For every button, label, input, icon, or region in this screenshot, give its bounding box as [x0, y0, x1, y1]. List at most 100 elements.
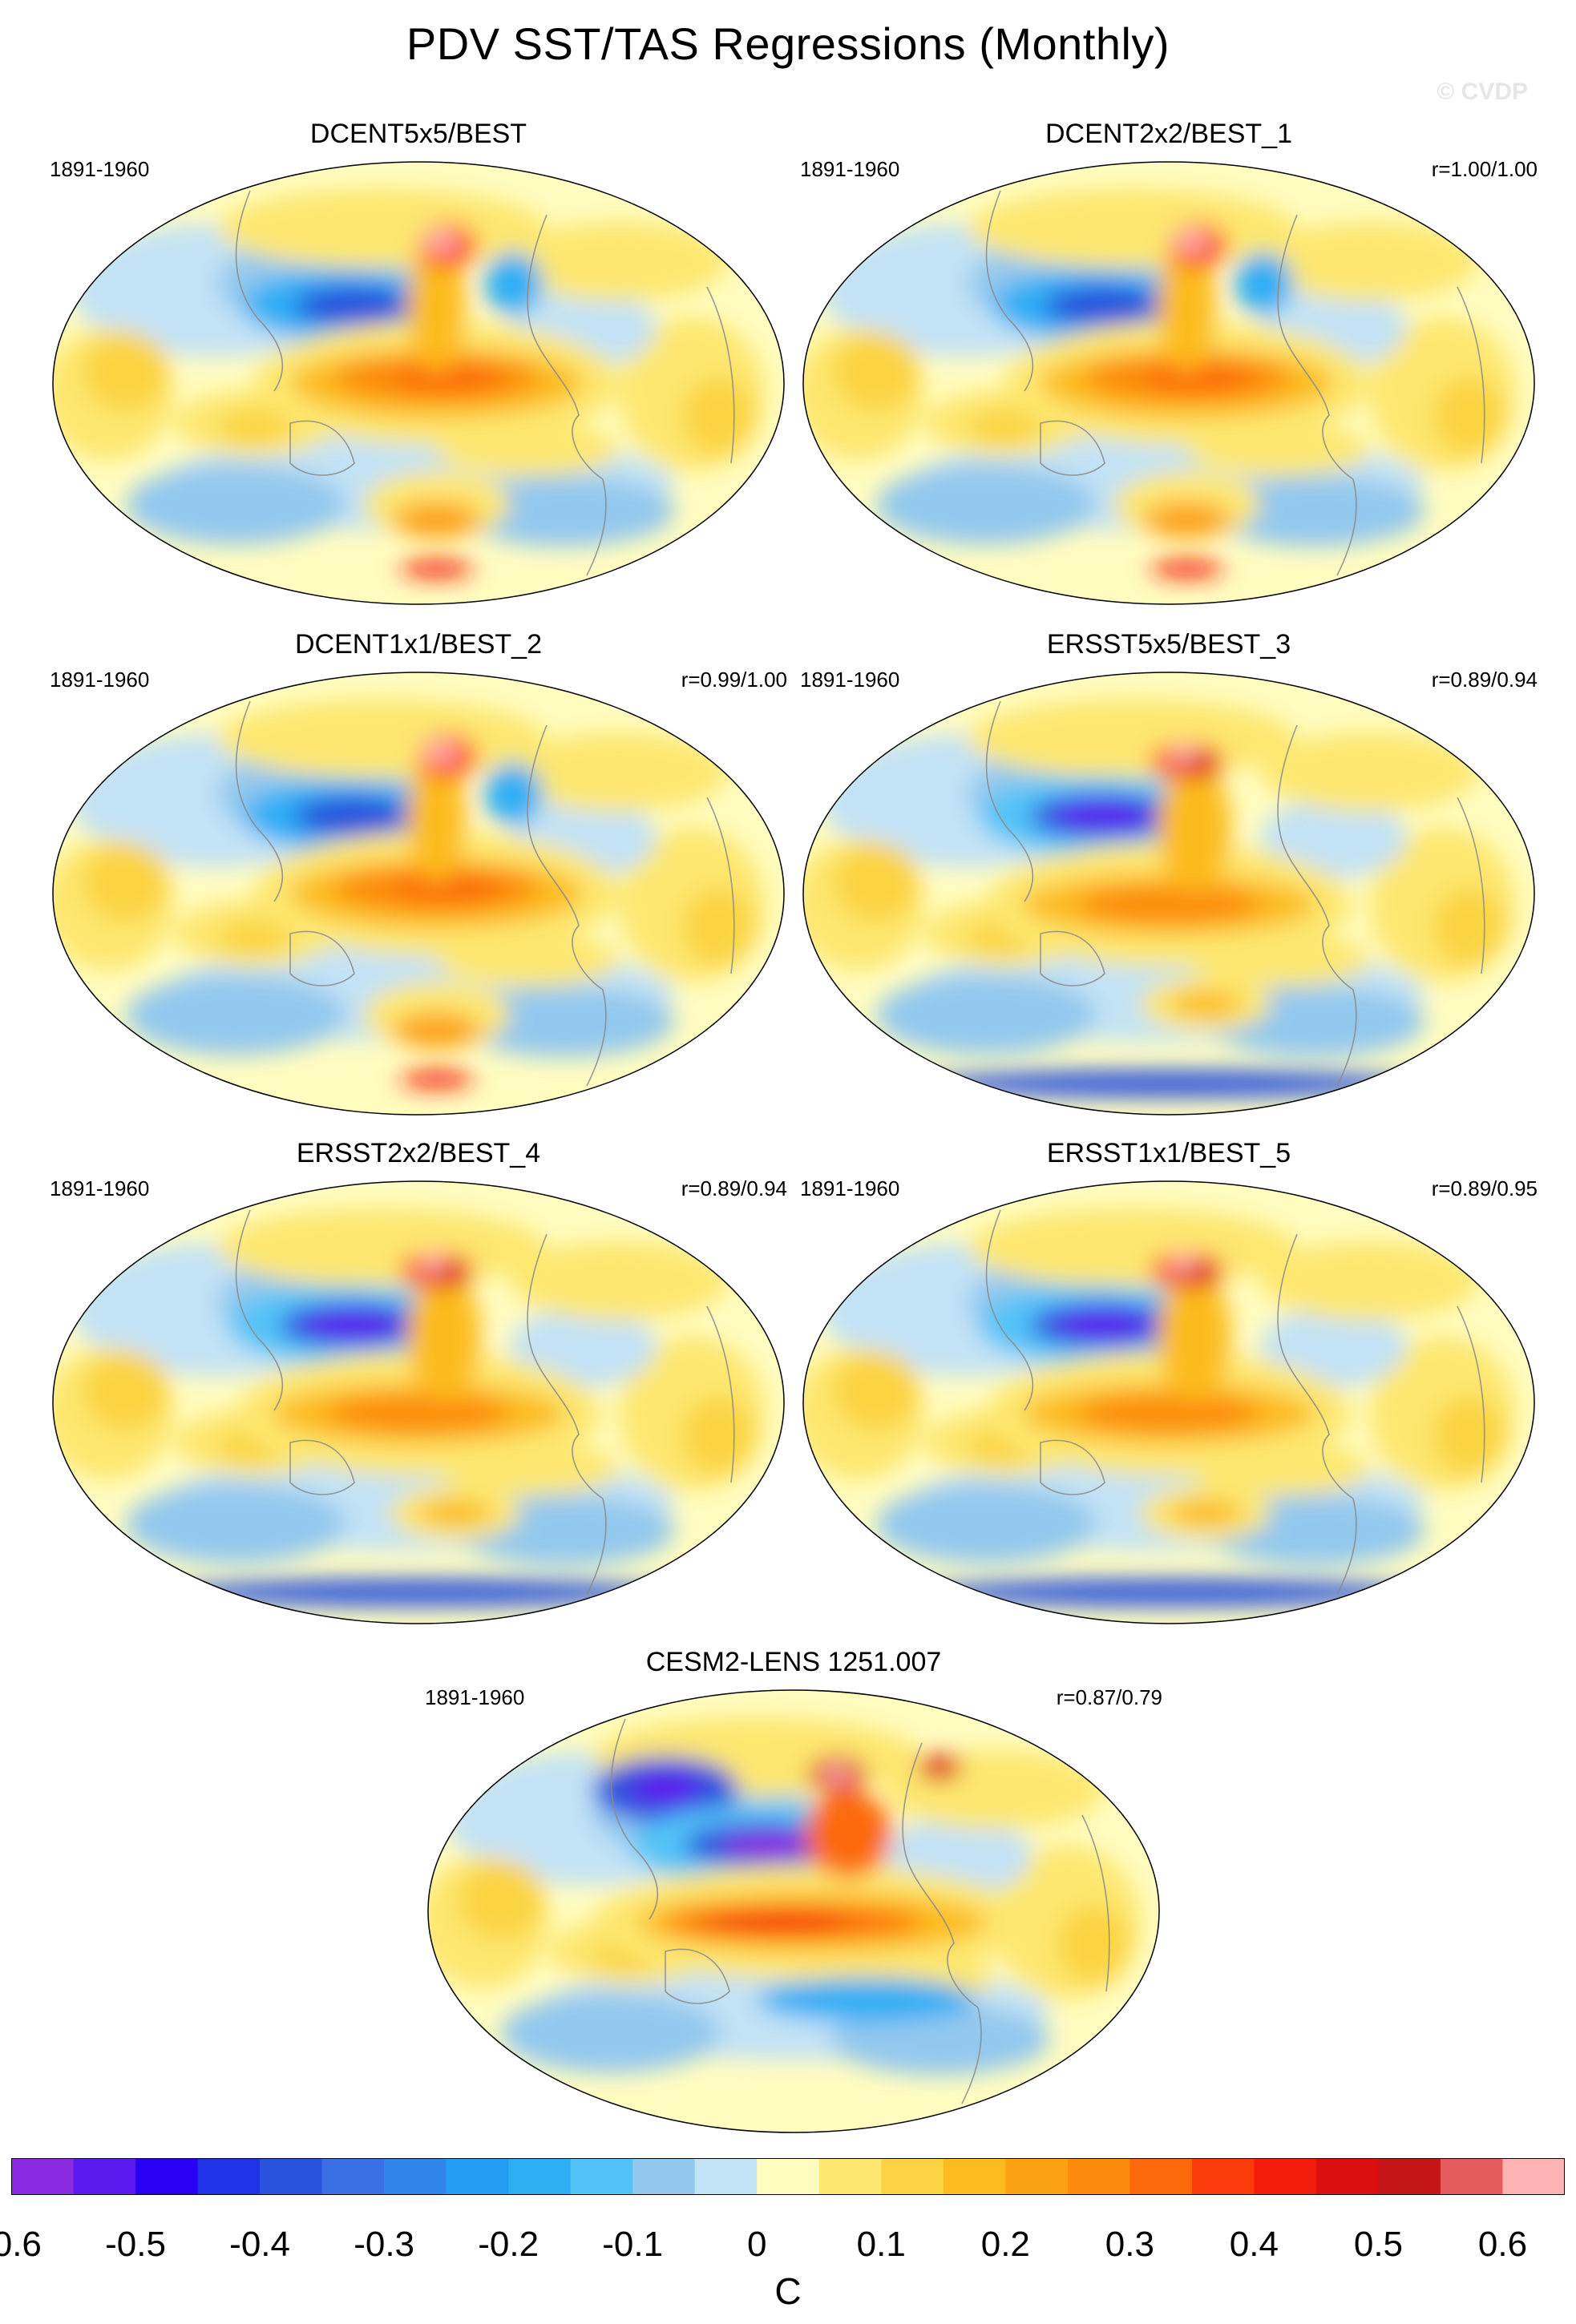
anomaly-region	[681, 376, 755, 457]
watermark: © CVDP	[1437, 79, 1528, 105]
coastline	[1457, 1305, 1485, 1483]
anomaly-region	[681, 886, 755, 967]
anomaly-region	[293, 285, 411, 326]
coastline	[706, 797, 735, 974]
anomaly-region	[1052, 1309, 1154, 1341]
coastline	[1457, 286, 1485, 464]
period-label: 1891-1960	[800, 157, 900, 181]
coastline	[985, 190, 1034, 392]
correlation-label: r=0.87/0.79	[1056, 1685, 1162, 1709]
panel-title: DCENT1x1/BEST_2	[295, 629, 542, 660]
anomaly-region	[418, 1254, 448, 1273]
anomaly-region	[1169, 1254, 1198, 1273]
colorbar-box	[1191, 2158, 1255, 2195]
anomaly-region	[82, 332, 170, 412]
anomaly-region	[1044, 285, 1162, 326]
map-frame	[52, 672, 785, 1116]
anomaly-region	[126, 975, 346, 1055]
coastline	[289, 420, 355, 476]
regression-map	[802, 161, 1535, 605]
coastlines	[610, 1718, 1110, 2104]
anomaly-region	[1260, 1307, 1407, 1387]
anomaly-region	[217, 410, 291, 446]
map-panel: DCENT5x5/BEST 1891-1960	[50, 119, 787, 615]
map-panel: DCENT1x1/BEST_2 1891-1960 r=0.99/1.00	[50, 629, 787, 1126]
anomaly-region	[393, 365, 503, 393]
map-panel: DCENT2x2/BEST_1 1891-1960 r=1.00/1.00	[800, 119, 1538, 615]
coastline	[902, 1742, 979, 2008]
regression-map	[52, 672, 785, 1116]
anomaly-region	[422, 740, 459, 764]
coastlines	[985, 1209, 1485, 1596]
colorbar-unit: C	[774, 2270, 802, 2312]
coastline	[1336, 1498, 1357, 1596]
correlation-label: r=0.89/0.94	[681, 1176, 787, 1200]
map-frame	[427, 1689, 1160, 2133]
anomaly-region	[457, 1860, 545, 1940]
coastline	[665, 1948, 730, 2004]
colorbar-tick-label: 0.5	[1353, 2225, 1404, 2264]
anomaly-region	[217, 699, 547, 779]
colorbar-tick-label: 0.4	[1229, 2225, 1279, 2264]
anomaly-region	[1158, 239, 1217, 373]
colorbar-box	[1005, 2158, 1069, 2195]
anomaly-region	[1057, 1904, 1130, 1985]
anomaly-region	[1172, 230, 1210, 253]
anomaly-region	[1432, 886, 1505, 967]
colorbar-tick-label: 0	[746, 2225, 767, 2264]
anomaly-region	[400, 559, 474, 578]
colorbar-tick-label: -0.5	[105, 2225, 166, 2264]
anomaly-region	[832, 1351, 920, 1431]
map-panel: CESM2-LENS 1251.007 1891-1960 r=0.87/0.79	[425, 1647, 1162, 2144]
coastline	[289, 930, 355, 986]
anomaly-region	[393, 1013, 481, 1049]
colorbar-box	[1315, 2158, 1379, 2195]
period-label: 1891-1960	[800, 1176, 900, 1200]
panel-title: DCENT2x2/BEST_1	[1045, 119, 1292, 149]
coastline	[586, 1498, 607, 1596]
coastlines	[985, 700, 1485, 1087]
coastline	[1277, 214, 1354, 480]
period-label: 1891-1960	[50, 157, 150, 181]
coastline	[1277, 1233, 1354, 1499]
anomaly-region	[407, 239, 467, 373]
anomaly-region	[510, 1307, 657, 1387]
colorbar-box	[321, 2158, 385, 2195]
anomaly-region	[1143, 502, 1231, 539]
map-frame	[52, 1180, 785, 1624]
colorbar-box	[384, 2158, 447, 2195]
colorbar-tick-label: 0.1	[856, 2225, 906, 2264]
anomaly-region	[455, 986, 675, 1058]
anomaly-region	[418, 1499, 492, 1527]
colorbar-box	[260, 2158, 323, 2195]
coastlines	[235, 190, 735, 576]
coastline	[1040, 420, 1105, 476]
coastline	[1336, 989, 1357, 1087]
coastline	[235, 1209, 284, 1411]
anomaly-region	[393, 502, 481, 539]
colorbar-box	[694, 2158, 758, 2195]
anomaly-region	[1077, 1395, 1260, 1431]
coastline	[610, 1718, 659, 1920]
colorbar-box	[11, 2158, 75, 2195]
coastline	[1081, 1814, 1110, 1992]
anomaly-region	[830, 2003, 1050, 2076]
anomaly-region	[804, 1789, 893, 1878]
period-label: 1891-1960	[425, 1685, 525, 1709]
map-panel: ERSST2x2/BEST_4 1891-1960 r=0.89/0.94	[50, 1138, 787, 1635]
figure-title: PDV SST/TAS Regressions (Monthly)	[406, 18, 1170, 69]
anomaly-region	[510, 1241, 729, 1321]
correlation-label: r=1.00/1.00	[1431, 157, 1538, 181]
colorbar-tick-label: 0.2	[980, 2225, 1030, 2264]
anomaly-region	[327, 1395, 510, 1431]
anomaly-region	[968, 699, 1297, 779]
anomaly-region	[876, 465, 1096, 545]
colorbar-box	[818, 2158, 882, 2195]
colorbar-box	[943, 2158, 1006, 2195]
anomaly-region	[407, 749, 467, 883]
map-frame	[802, 672, 1535, 1116]
anomaly-region	[912, 1579, 1425, 1606]
anomaly-region	[1052, 801, 1154, 832]
panel-title: ERSST1x1/BEST_5	[1046, 1138, 1291, 1168]
colorbar-box	[197, 2158, 261, 2195]
